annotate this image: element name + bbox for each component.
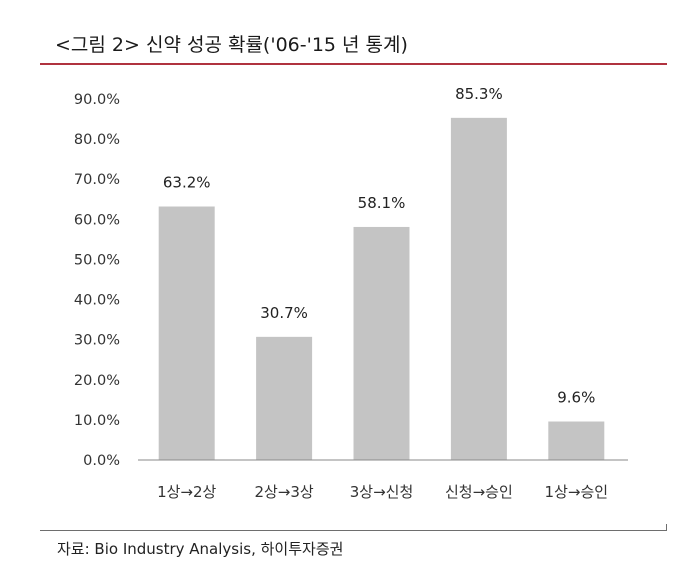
data-label: 58.1% [358,194,406,212]
footer-divider [40,530,667,531]
x-tick-label: 1상→2상 [157,483,216,501]
data-label: 30.7% [260,304,308,322]
y-tick-label: 50.0% [74,252,120,268]
bar [256,336,313,460]
data-labels: 63.2% 30.7% 58.1% 85.3% 9.6% [163,85,595,407]
x-axis-labels: 1상→2상 2상→3상 3상→신청 신청→승인 1상→승인 [157,483,608,501]
data-label: 85.3% [455,85,503,103]
x-tick-label: 신청→승인 [445,483,513,501]
footer-divider-tick [666,524,667,531]
bar [548,421,605,460]
y-tick-label: 40.0% [74,293,120,309]
source-note: 자료: Bio Industry Analysis, 하이투자증권 [57,540,344,558]
bars [158,117,605,460]
data-label: 63.2% [163,173,211,191]
chart-title: <그림 2> 신약 성공 확률('06-'15 년 통계) [55,34,408,56]
data-label: 9.6% [557,388,595,406]
y-tick-label: 60.0% [74,212,120,228]
title-divider [40,63,667,65]
y-tick-label: 0.0% [83,453,120,469]
y-tick-label: 70.0% [74,172,120,188]
y-tick-label: 20.0% [74,373,120,389]
bar-chart: 0.0% 10.0% 20.0% 30.0% 40.0% 50.0% 60.0% 70.0% 8… [74,85,628,501]
y-tick-label: 10.0% [74,413,120,429]
y-tick-label: 30.0% [74,333,120,349]
x-tick-label: 1상→승인 [545,483,609,501]
y-axis-ticks: 0.0% 10.0% 20.0% 30.0% 40.0% 50.0% 60.0% 70.0% 8… [74,92,120,469]
x-tick-label: 2상→3상 [254,483,313,501]
y-tick-label: 90.0% [74,92,120,108]
bar [450,117,507,460]
x-tick-label: 3상→신청 [350,483,414,501]
bar [158,206,215,460]
bar [353,226,410,460]
y-tick-label: 80.0% [74,132,120,148]
